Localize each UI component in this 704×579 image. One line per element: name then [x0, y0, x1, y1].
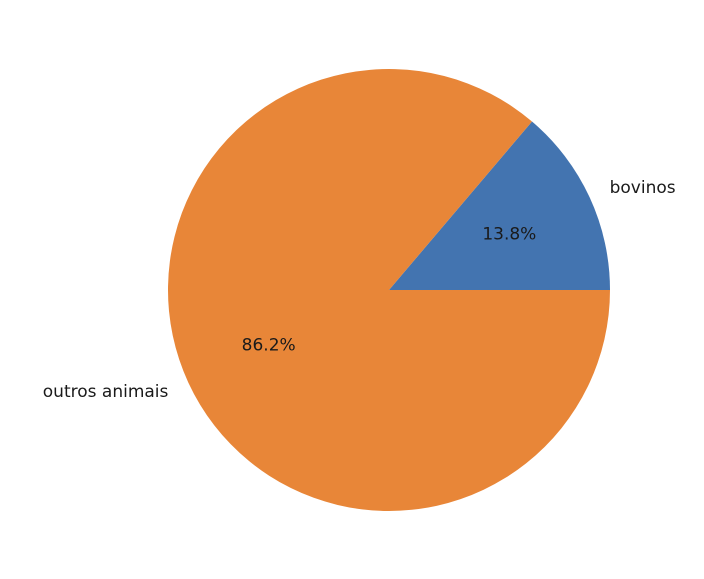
slice-percent-outros-animais: 86.2% [242, 336, 296, 356]
slice-label-outros-animais: outros animais [43, 382, 169, 402]
pie-labels: bovinos 13.8% outros animais 86.2% [43, 178, 676, 402]
slice-label-bovinos: bovinos [610, 178, 676, 198]
slice-percent-bovinos: 13.8% [482, 224, 536, 244]
pie-slice-outros-animais [168, 69, 610, 512]
pie-slices [168, 69, 610, 512]
pie-slice-bovinos [389, 121, 610, 290]
